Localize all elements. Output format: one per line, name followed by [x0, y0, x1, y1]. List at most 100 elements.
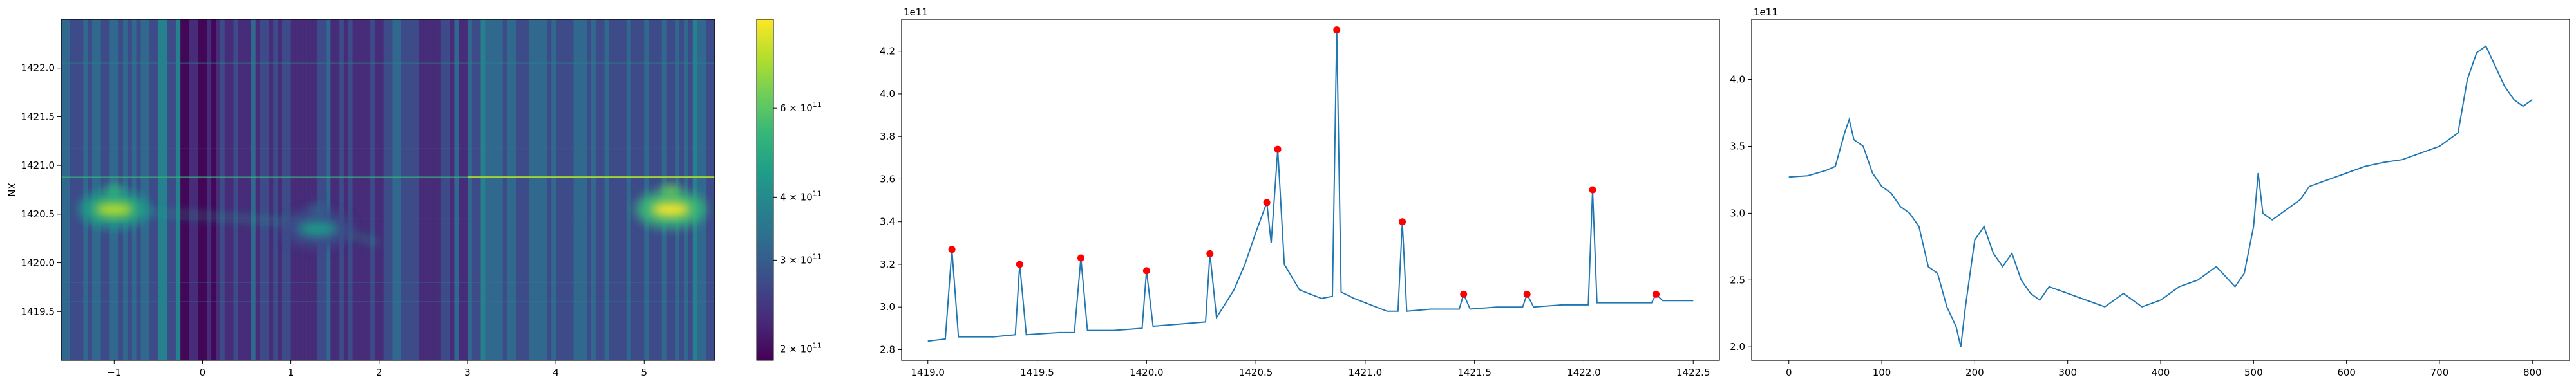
peak-marker [1589, 186, 1596, 194]
heatmap-band [185, 19, 190, 360]
peaks-y-tick-label: 3.6 [880, 173, 895, 185]
heatmap-bright-spot [651, 202, 690, 217]
heatmap-band [520, 19, 526, 360]
peaks-offset-text: 1e11 [904, 6, 928, 18]
heatmap-bands [61, 19, 715, 360]
heatmap-band [189, 19, 194, 360]
heatmap-band [158, 19, 164, 360]
trend-y-tick-label: 4.0 [1730, 74, 1745, 86]
trend-x-tick-label: 700 [2430, 367, 2449, 378]
colorbar-tick-label: 6 × 1011 [780, 100, 822, 114]
trend-frame [1751, 19, 2570, 361]
heatmap-band [564, 19, 570, 360]
heatmap-band [467, 19, 473, 360]
heatmap-band [149, 19, 155, 360]
peak-marker [1263, 199, 1271, 207]
peaks-x-tick-label: 1420.0 [1130, 367, 1164, 378]
trend-x-ticks: 0 100 200 300 400 500 600 700 800 [1786, 360, 2542, 378]
heatmap-band [569, 19, 574, 360]
heatmap-band [547, 19, 552, 360]
trend-offset-text: 1e11 [1754, 6, 1778, 18]
heatmap-band [502, 19, 508, 360]
heatmap-band [123, 19, 128, 360]
heatmap-band [410, 19, 415, 360]
peaks-y-tick-label: 3.2 [880, 259, 895, 270]
heatmap-band [630, 19, 636, 360]
peak-marker [1333, 26, 1341, 34]
heatmap-band [278, 19, 283, 360]
heatmap-band [388, 19, 393, 360]
heatmap-band [312, 19, 318, 360]
trend-x-tick-label: 300 [2058, 367, 2077, 378]
heatmap-band [471, 19, 477, 360]
heatmap-band [167, 19, 173, 360]
heatmap-band [216, 19, 221, 360]
heatmap-band [162, 19, 168, 360]
heatmap-band [127, 19, 133, 360]
colorbar-gradient [757, 19, 773, 360]
peak-markers [948, 26, 1660, 298]
heatmap-band [308, 19, 314, 360]
trend-x-tick-label: 0 [1786, 367, 1792, 378]
heatmap-band [269, 19, 274, 360]
heatmap-band [255, 19, 261, 360]
heatmap-band [613, 19, 618, 360]
peaks-x-tick-label: 1422.5 [1676, 367, 1710, 378]
peak-marker [1077, 254, 1084, 262]
heatmap-band [83, 19, 88, 360]
heatmap-band [428, 19, 433, 360]
heatmap-band [295, 19, 300, 360]
heatmap-band [587, 19, 592, 360]
peak-marker [1206, 250, 1214, 257]
heatmap-band [573, 19, 578, 360]
peaks-y-tick-label: 3.0 [880, 301, 895, 313]
heatmap-band [401, 19, 406, 360]
peaks-x-tick-label: 1420.5 [1239, 367, 1273, 378]
peaks-x-tick-label: 1421.5 [1457, 367, 1492, 378]
heatmap-band [202, 19, 207, 360]
heatmap-band [516, 19, 521, 360]
peaks-y-tick-label: 4.2 [880, 46, 895, 57]
heatmap-band [578, 19, 583, 360]
heatmap-band [533, 19, 539, 360]
trend-y-tick-label: 3.5 [1730, 140, 1745, 152]
heatmap-band [198, 19, 204, 360]
heatmap-band [635, 19, 641, 360]
heatmap-band [556, 19, 561, 360]
heatmap-band [480, 19, 486, 360]
heatmap-band [180, 19, 185, 360]
heatmap-band [542, 19, 547, 360]
trend-x-tick-label: 400 [2152, 367, 2170, 378]
heatmap-band [224, 19, 230, 360]
trend-y-tick-label: 2.5 [1730, 274, 1745, 286]
heatmap-band [321, 19, 327, 360]
heatmap-band [498, 19, 504, 360]
peaks-panel: 1e11 1419.0 1419.5 1420.0 1420.5 1421.0 1421.… [880, 6, 1720, 378]
heatmap-band [511, 19, 516, 360]
heatmap-band [317, 19, 323, 360]
heatmap-band [286, 19, 292, 360]
heatmap-band [374, 19, 380, 360]
peaks-y-tick-label: 3.8 [880, 131, 895, 142]
heatmap-x-tick-label: 2 [376, 367, 383, 378]
peak-marker [1016, 261, 1023, 268]
heatmap-x-tick-label: 4 [553, 367, 559, 378]
trend-panel: 1e11 0 100 200 300 400 500 600 700 800 2.0 2.5 3.0… [1730, 6, 2570, 378]
trend-series-line [1788, 45, 2533, 347]
heatmap-band [697, 19, 703, 360]
heatmap-y-tick-label: 1420.0 [21, 257, 55, 269]
peaks-x-tick-label: 1419.0 [911, 367, 945, 378]
peaks-x-ticks: 1419.0 1419.5 1420.0 1420.5 1421.0 1421.5 1422… [911, 360, 1710, 378]
heatmap-band [397, 19, 402, 360]
heatmap-band [370, 19, 375, 360]
heatmap-features [61, 62, 715, 302]
trend-y-ticks: 2.0 2.5 3.0 3.5 4.0 [1730, 74, 1752, 353]
heatmap-x-tick-label: −1 [107, 367, 121, 378]
heatmap-band [710, 19, 715, 360]
heatmap-band [414, 19, 420, 360]
heatmap-band [582, 19, 587, 360]
heatmap-y-ticks: 1419.5 1420.0 1420.5 1421.0 1421.5 1422.0 [21, 62, 61, 317]
heatmap-band [459, 19, 464, 360]
colorbar-frame [756, 19, 774, 361]
